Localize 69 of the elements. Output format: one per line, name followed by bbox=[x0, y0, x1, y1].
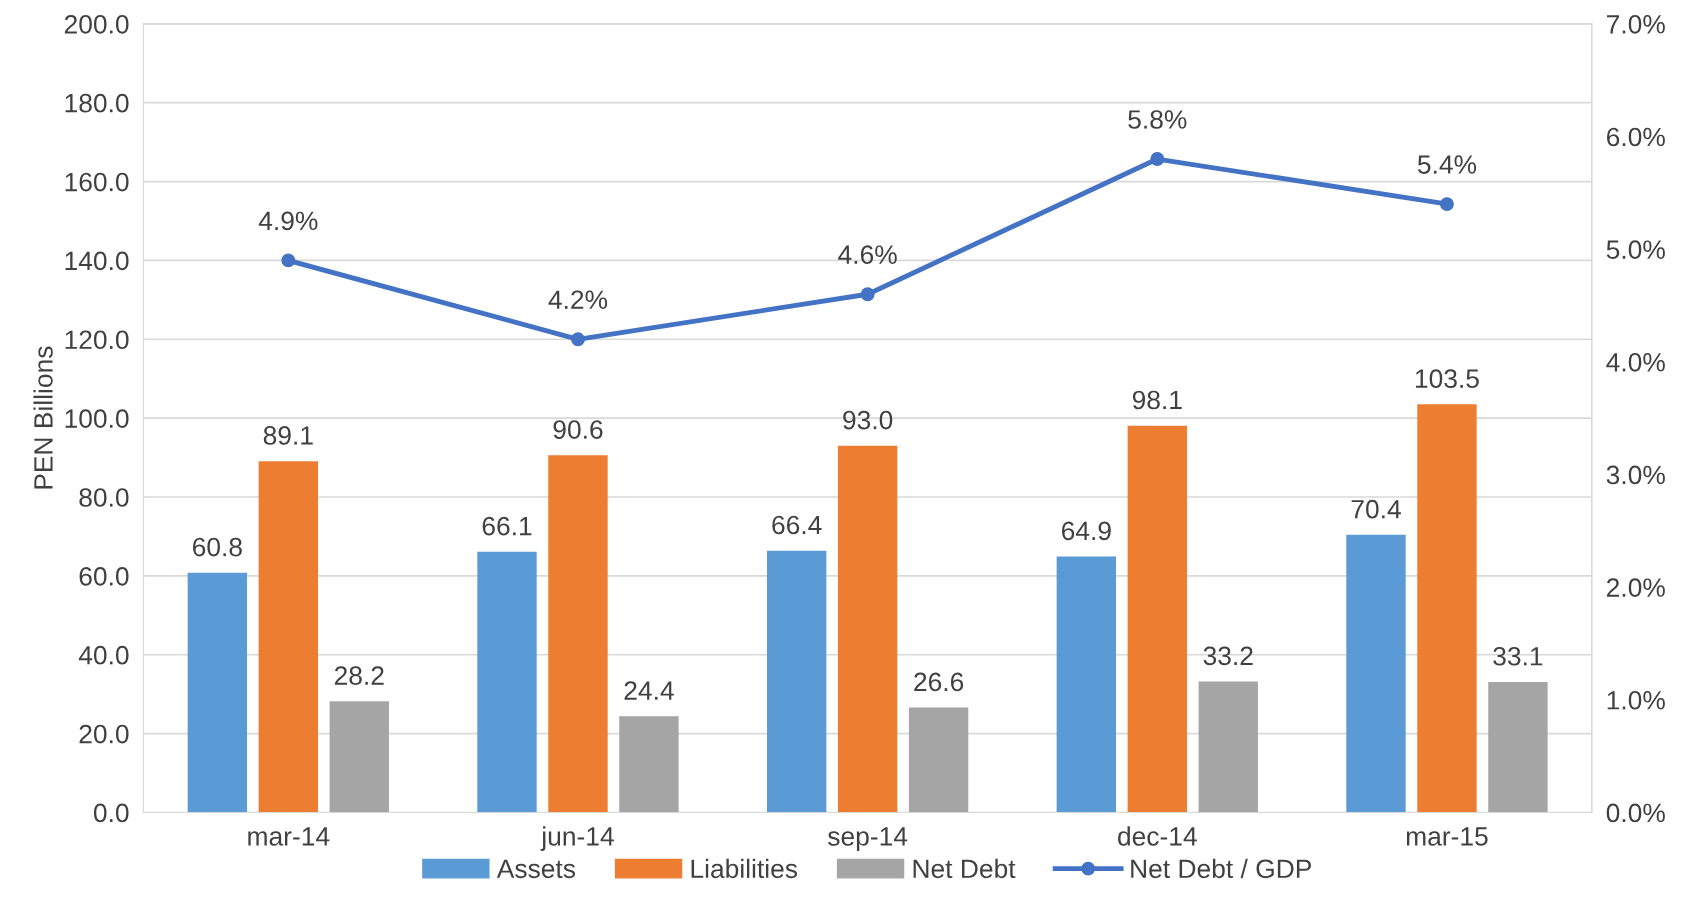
y-tick-label: 120.0 bbox=[65, 330, 129, 350]
legend-label: Assets bbox=[496, 859, 576, 879]
legend-label: Net Debt bbox=[913, 858, 1016, 879]
y2-tick-label: 5.0% bbox=[1606, 240, 1665, 259]
bar bbox=[187, 572, 248, 813]
legend-label: Net Debt / GDP bbox=[1131, 858, 1311, 879]
bar bbox=[1198, 681, 1258, 813]
y-tick-label: 160.0 bbox=[65, 172, 129, 192]
data-label: 4.2% bbox=[548, 290, 608, 309]
data-label: 90.6 bbox=[553, 420, 603, 439]
y-tick-label: 20.0 bbox=[79, 724, 129, 744]
bar bbox=[1127, 425, 1187, 813]
x-tick-label: sep-14 bbox=[828, 827, 908, 851]
point bbox=[860, 287, 875, 302]
point bbox=[571, 332, 585, 347]
bar bbox=[619, 716, 679, 813]
data-label: 89.1 bbox=[263, 426, 313, 445]
point bbox=[1440, 197, 1454, 212]
x-tick-label: mar-15 bbox=[1406, 827, 1488, 846]
y-tick-label: 140.0 bbox=[65, 251, 129, 271]
bar bbox=[548, 455, 608, 813]
y2-tick-label: 7.0% bbox=[1607, 14, 1665, 34]
y2-tick-label: 3.0% bbox=[1606, 465, 1665, 485]
y2-tick-label: 4.0% bbox=[1606, 352, 1665, 372]
y2-tick-label: 2.0% bbox=[1607, 578, 1665, 597]
bar bbox=[1056, 556, 1117, 813]
y2-tick-label: 1.0% bbox=[1607, 690, 1665, 710]
y-tick-label: 180.0 bbox=[65, 93, 129, 113]
data-label: 26.6 bbox=[914, 672, 964, 692]
bar bbox=[837, 445, 898, 813]
data-label: 66.4 bbox=[772, 515, 822, 535]
y-axis-title: PEN Billions bbox=[33, 346, 53, 489]
bar bbox=[329, 701, 389, 813]
bar bbox=[766, 550, 827, 813]
y-tick-label: 0.0 bbox=[93, 803, 129, 823]
y-tick-label: 60.0 bbox=[79, 567, 129, 586]
data-label: 4.6% bbox=[838, 245, 897, 265]
data-label: 28.2 bbox=[334, 666, 384, 685]
data-label: 33.2 bbox=[1203, 646, 1253, 666]
data-label: 5.4% bbox=[1417, 155, 1477, 174]
data-label: 66.1 bbox=[482, 516, 532, 536]
bar bbox=[477, 551, 537, 813]
data-label: 33.1 bbox=[1493, 646, 1543, 666]
y-tick-label: 100.0 bbox=[65, 409, 129, 428]
data-label: 103.5 bbox=[1415, 369, 1479, 389]
y-tick-label: 200.0 bbox=[64, 14, 129, 34]
legend-label: Liabilities bbox=[691, 858, 798, 879]
data-label: 5.8% bbox=[1128, 110, 1187, 129]
y-tick-label: 80.0 bbox=[79, 488, 129, 507]
data-label: 93.0 bbox=[843, 410, 893, 430]
data-label: 4.9% bbox=[258, 211, 318, 231]
data-label: 24.4 bbox=[624, 681, 674, 700]
bar bbox=[258, 461, 318, 813]
x-tick-label: dec-14 bbox=[1118, 826, 1197, 846]
data-label: 98.1 bbox=[1132, 390, 1182, 410]
bar bbox=[908, 707, 969, 813]
point bbox=[1150, 152, 1165, 166]
x-tick-label: mar-14 bbox=[248, 827, 330, 846]
y-tick-label: 40.0 bbox=[78, 645, 129, 665]
point bbox=[281, 253, 296, 268]
bar bbox=[1488, 681, 1548, 813]
y2-tick-label: 6.0% bbox=[1607, 127, 1665, 147]
bar bbox=[1346, 534, 1406, 813]
y2-tick-label: 0.0% bbox=[1606, 803, 1665, 823]
bar bbox=[1417, 404, 1477, 813]
data-label: 64.9 bbox=[1061, 521, 1111, 541]
data-label: 70.4 bbox=[1351, 499, 1401, 519]
x-tick-label: jun-14 bbox=[540, 826, 614, 851]
data-label: 60.8 bbox=[193, 537, 242, 557]
